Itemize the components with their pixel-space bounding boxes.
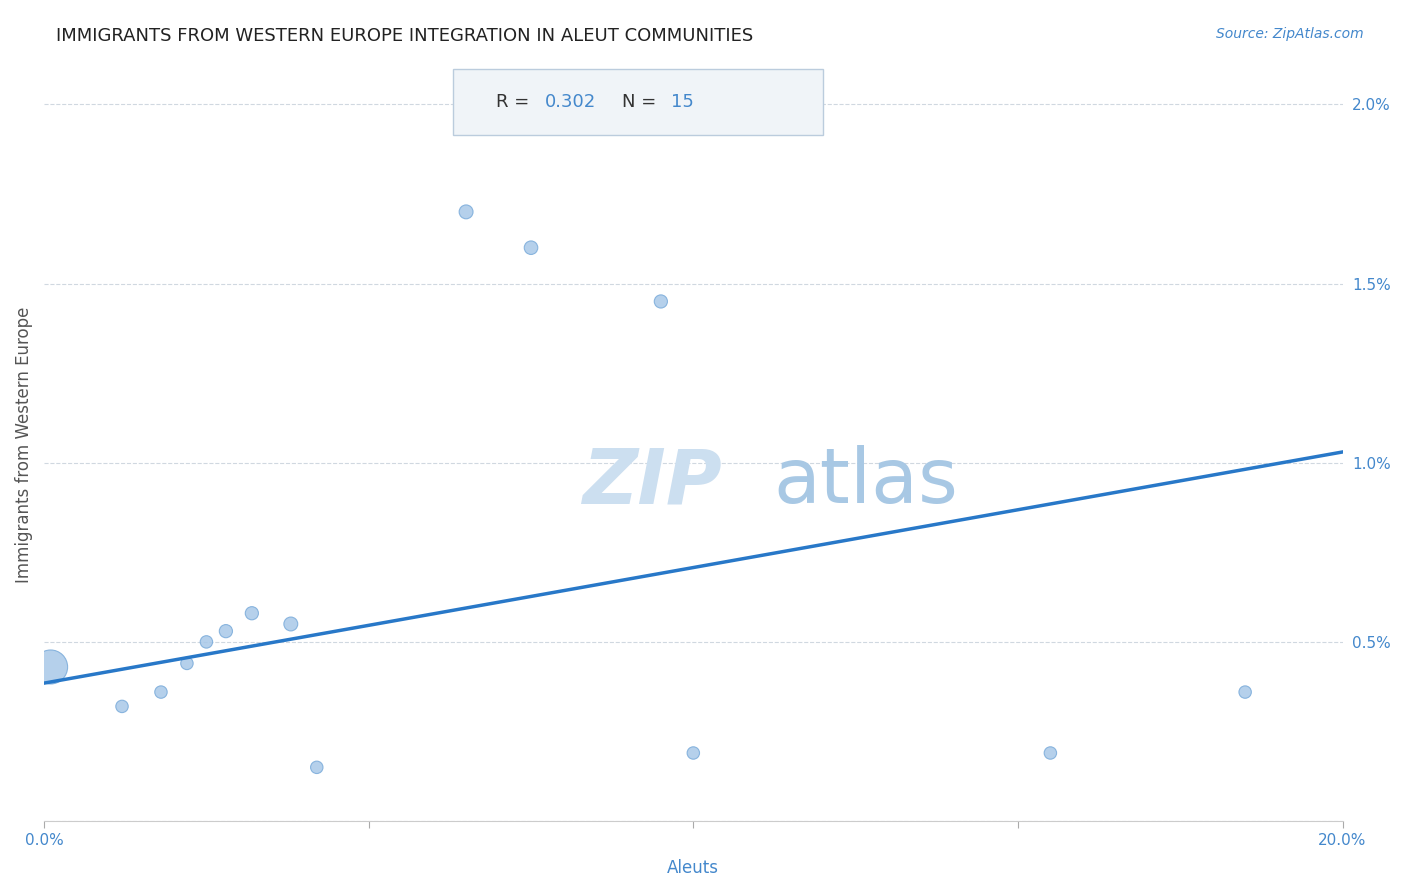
Text: atlas: atlas bbox=[773, 445, 959, 519]
Point bbox=[650, 294, 672, 309]
Point bbox=[456, 205, 478, 219]
Point bbox=[215, 624, 238, 639]
Point bbox=[111, 699, 134, 714]
Y-axis label: Immigrants from Western Europe: Immigrants from Western Europe bbox=[15, 307, 32, 583]
Point bbox=[1039, 746, 1062, 760]
Point bbox=[1234, 685, 1257, 699]
Point bbox=[149, 685, 172, 699]
Text: IMMIGRANTS FROM WESTERN EUROPE INTEGRATION IN ALEUT COMMUNITIES: IMMIGRANTS FROM WESTERN EUROPE INTEGRATI… bbox=[56, 27, 754, 45]
Text: R =: R = bbox=[496, 93, 534, 111]
Text: N =: N = bbox=[621, 93, 662, 111]
Point bbox=[176, 657, 198, 671]
Point bbox=[520, 241, 543, 255]
Text: 0.302: 0.302 bbox=[546, 93, 596, 111]
Point bbox=[240, 606, 263, 620]
FancyBboxPatch shape bbox=[453, 69, 823, 135]
X-axis label: Aleuts: Aleuts bbox=[668, 859, 720, 877]
Point bbox=[682, 746, 704, 760]
Text: Source: ZipAtlas.com: Source: ZipAtlas.com bbox=[1216, 27, 1364, 41]
Point bbox=[280, 617, 302, 632]
Point bbox=[305, 760, 328, 774]
Point bbox=[195, 635, 218, 649]
Text: ZIP: ZIP bbox=[583, 445, 723, 519]
Point bbox=[39, 660, 62, 674]
Text: 15: 15 bbox=[671, 93, 695, 111]
